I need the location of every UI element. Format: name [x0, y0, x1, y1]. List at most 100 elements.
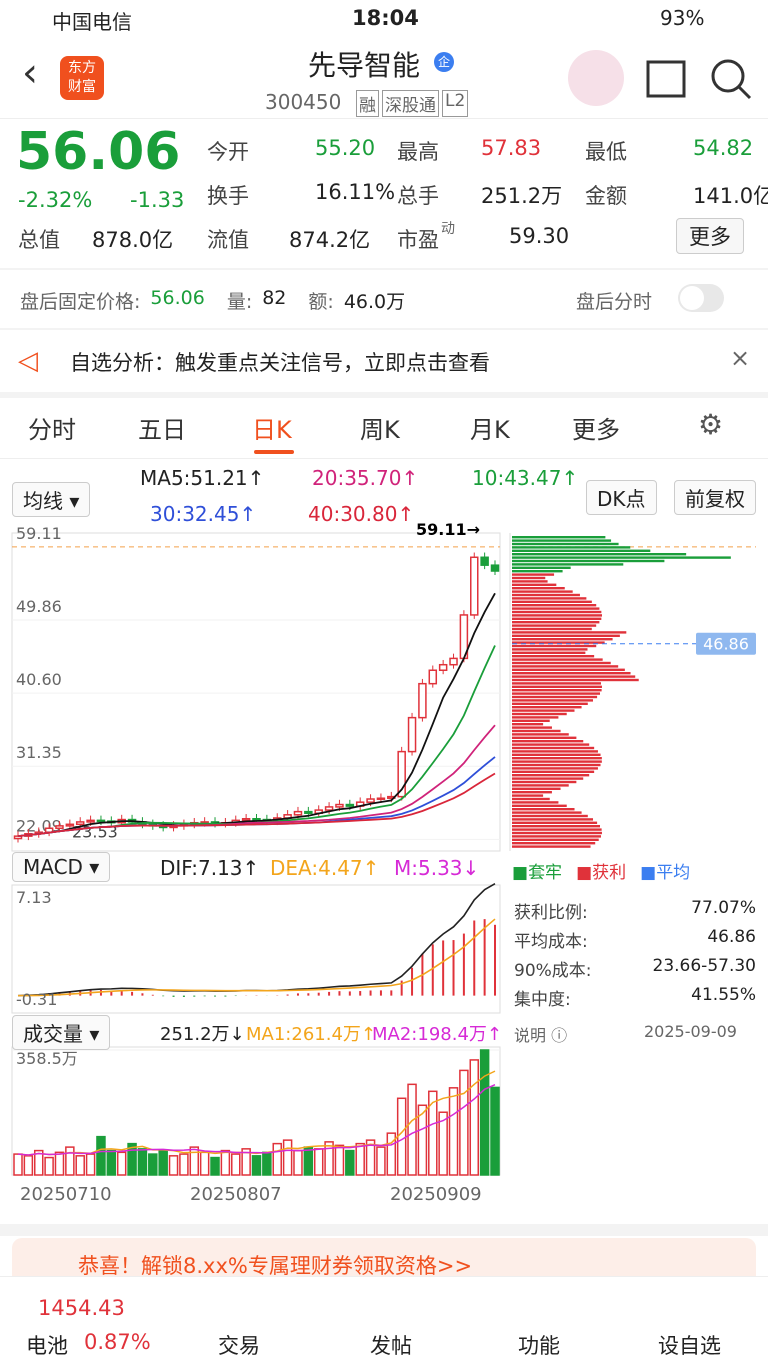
field-label: 今开	[207, 140, 249, 164]
chip-bar	[512, 801, 559, 804]
logo[interactable]: 东方 财富	[60, 56, 104, 100]
chip-bar	[512, 743, 590, 746]
volume-bar	[54, 1151, 65, 1176]
macd-selector[interactable]: MACD ▾	[12, 852, 111, 882]
macd-frame	[11, 884, 501, 1014]
chip-bar	[512, 729, 561, 733]
chip-bar	[512, 695, 598, 699]
volume-bar	[241, 1148, 251, 1176]
settings-icon[interactable]: ⚙	[698, 408, 724, 441]
chip-bar	[512, 777, 584, 780]
logo-text: 东方	[68, 60, 96, 76]
legend-text: 获利	[592, 863, 627, 883]
more-button[interactable]: 更多	[676, 218, 744, 254]
tab[interactable]: 周K	[360, 416, 400, 444]
chip-bar	[512, 726, 552, 729]
chip-date: 2025-09-09	[644, 1022, 737, 1041]
volume-bar	[199, 1151, 210, 1176]
nav-item[interactable]: 交易	[218, 1334, 260, 1358]
ma-line	[17, 592, 496, 838]
ma-selector[interactable]: 均线 ▾	[12, 482, 91, 517]
nav-item[interactable]: 设自选	[658, 1334, 721, 1358]
bottom-bar	[0, 1276, 768, 1367]
note[interactable]: 说明 ⓘ	[514, 1026, 568, 1045]
chip-bar	[512, 692, 600, 695]
y-tick-label: 358.5万	[16, 1049, 78, 1068]
volume-bar	[313, 1148, 324, 1176]
candle	[335, 803, 344, 808]
avatar[interactable]	[568, 50, 624, 106]
chip-bar	[512, 825, 601, 828]
banner[interactable]	[12, 1238, 756, 1278]
dk-button[interactable]: DK点	[586, 480, 657, 515]
chip-bar	[512, 804, 567, 807]
chip-bar	[512, 828, 602, 831]
volume-bar	[479, 1049, 490, 1176]
chip-bar	[512, 573, 555, 576]
vol-ma1: MA1:261.4万↑	[246, 1024, 376, 1045]
candle	[490, 564, 500, 572]
field-value: 54.82	[693, 136, 754, 160]
candle	[324, 806, 334, 811]
stat-value: 41.55%	[691, 985, 756, 1005]
field-value: 141.0亿	[693, 184, 768, 208]
chip-bar	[512, 716, 559, 719]
macd-top: 7.13	[16, 888, 52, 907]
share-icon[interactable]	[646, 60, 686, 98]
chip-bar	[512, 760, 602, 763]
volume-bar	[324, 1141, 334, 1176]
chip-bar	[512, 600, 592, 603]
tab[interactable]: 月K	[470, 416, 510, 444]
tab[interactable]: 更多	[572, 416, 620, 444]
candle	[241, 818, 251, 822]
chip-bar	[512, 604, 597, 607]
chip-bar	[512, 835, 601, 838]
toggle-label: 盘后分时	[576, 291, 653, 313]
change: -1.33	[130, 188, 185, 212]
toggle[interactable]	[678, 284, 724, 312]
back[interactable]: ‹	[22, 50, 38, 96]
chip-bar	[512, 597, 587, 600]
chip-bar	[512, 770, 595, 773]
tag: L2	[442, 90, 469, 117]
date: 20250909	[390, 1184, 482, 1205]
volume-bar	[334, 1144, 345, 1176]
tab[interactable]: 日K	[252, 416, 292, 444]
chip-bar	[512, 767, 598, 770]
tab[interactable]: 分时	[28, 416, 76, 444]
stat-label: 90%成本:	[514, 961, 592, 981]
label: 量:	[226, 291, 253, 313]
chip-bar	[512, 668, 625, 671]
volume-bar	[428, 1090, 438, 1176]
adjust-button[interactable]: 前复权	[674, 480, 756, 515]
candle	[252, 818, 261, 821]
volume-bar	[438, 1111, 448, 1176]
field-value: 251.2万	[481, 184, 563, 208]
chip-bar	[512, 553, 687, 556]
search-icon[interactable]	[711, 59, 745, 93]
volume-bar	[65, 1146, 75, 1176]
chip-bar	[512, 641, 605, 644]
tab[interactable]: 五日	[138, 416, 186, 444]
volume-selector[interactable]: 成交量 ▾	[12, 1015, 111, 1050]
stock-code: 300450	[265, 90, 342, 114]
close[interactable]: ×	[730, 344, 751, 372]
chip-legend: ■套牢 ■获利 ■平均	[512, 858, 690, 883]
ma20: 20:35.70↑	[312, 466, 419, 490]
chip-bar	[512, 797, 550, 801]
chip-bar	[512, 699, 593, 702]
chip-bar	[512, 648, 588, 651]
nav-item[interactable]: 发帖	[370, 1334, 412, 1358]
nav-item[interactable]: 功能	[518, 1334, 560, 1358]
chip-bar	[512, 808, 575, 811]
separator	[0, 328, 768, 330]
field-value: 878.0亿	[92, 228, 174, 252]
volume-bar	[386, 1132, 397, 1176]
chip-bar	[512, 549, 651, 552]
notice[interactable]: 自选分析：触发重点关注信号，立即点击查看	[70, 351, 490, 375]
chip-bar	[512, 709, 575, 712]
volume-bar	[85, 1153, 96, 1176]
volume-bar	[272, 1142, 282, 1176]
separator	[0, 268, 768, 270]
field-label: 最高	[397, 140, 439, 164]
